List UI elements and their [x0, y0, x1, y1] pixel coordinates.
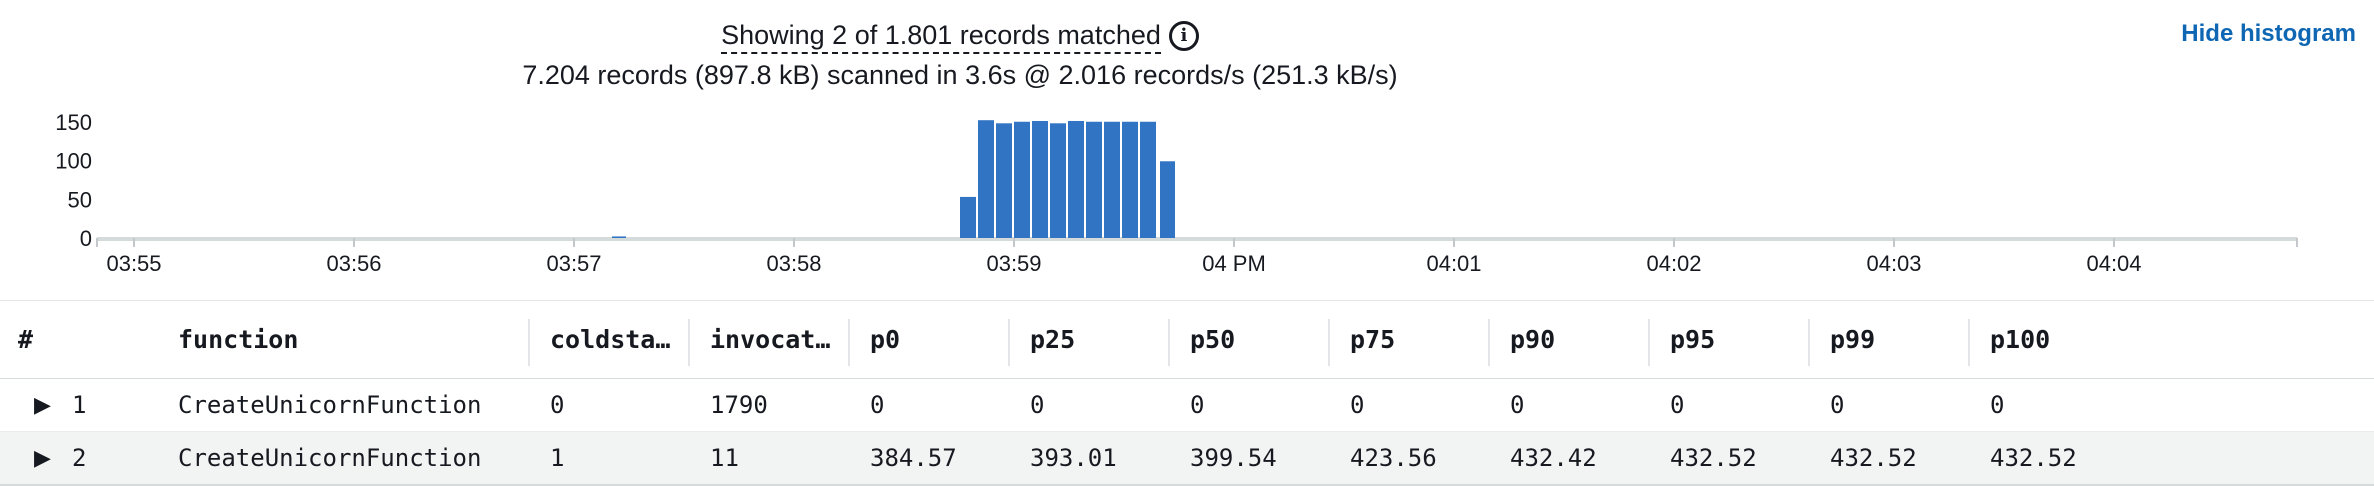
table-cell: 0 — [1670, 391, 1685, 419]
histogram-bar[interactable] — [1050, 123, 1066, 238]
histogram-bar[interactable] — [1160, 161, 1175, 238]
x-tick-label: 04:02 — [1646, 251, 1701, 276]
column-header[interactable]: # — [18, 325, 34, 354]
expand-row-icon[interactable]: ▶ — [34, 445, 51, 471]
y-tick-label: 50 — [68, 187, 92, 212]
y-tick-label: 100 — [55, 149, 92, 174]
x-tick-label: 03:56 — [326, 251, 381, 276]
x-tick-label: 03:57 — [546, 251, 601, 276]
table-row[interactable]: ▶ 1 CreateUnicornFunction 0 1790 0 0 0 0 0 0 0 0 — [0, 379, 2374, 432]
column-resizer[interactable] — [688, 319, 690, 366]
x-tick-label: 04:01 — [1426, 251, 1481, 276]
histogram-bar[interactable] — [1140, 121, 1156, 238]
column-resizer[interactable] — [1968, 319, 1970, 366]
results-table: # function coldsta… invocat… p0 p25 p50 p75 p90 p… — [0, 300, 2374, 486]
x-tick-label: 04:04 — [2086, 251, 2141, 276]
table-cell: 0 — [1990, 391, 2005, 419]
column-resizer[interactable] — [1168, 319, 1170, 366]
records-matched-text: Showing 2 of 1.801 records matched — [721, 18, 1161, 54]
table-header-row: # function coldsta… invocat… p0 p25 p50 p75 p90 p… — [0, 301, 2374, 379]
column-resizer[interactable] — [1008, 319, 1010, 366]
table-cell: 1 — [550, 444, 565, 472]
y-tick-label: 0 — [80, 226, 92, 251]
table-cell: 432.52 — [1670, 444, 1757, 472]
column-header[interactable]: p90 — [1510, 325, 1556, 354]
table-cell: 0 — [870, 391, 885, 419]
row-number: 2 — [72, 444, 87, 472]
table-cell: 0 — [1510, 391, 1525, 419]
histogram-bar[interactable] — [1122, 121, 1138, 238]
histogram-chart: 150 100 50 0 03:55 03:56 03:57 03:58 03:59 04 PM 0… — [55, 110, 2298, 276]
column-header[interactable]: p50 — [1190, 325, 1236, 354]
table-cell: CreateUnicornFunction — [178, 444, 482, 472]
column-header[interactable]: p99 — [1830, 325, 1876, 354]
row-number: 1 — [72, 391, 87, 419]
table-cell: 432.52 — [1990, 444, 2077, 472]
table-row[interactable]: ▶ 2 CreateUnicornFunction 1 11 384.57 393.01 39… — [0, 432, 2374, 486]
histogram-bar[interactable] — [612, 236, 626, 238]
column-resizer[interactable] — [1328, 319, 1330, 366]
table-cell: 11 — [710, 444, 739, 472]
histogram-bar[interactable] — [1086, 121, 1102, 238]
histogram-bar[interactable] — [1032, 120, 1048, 238]
column-resizer[interactable] — [528, 319, 530, 366]
x-tick-label: 03:55 — [106, 251, 161, 276]
histogram-bar[interactable] — [978, 120, 994, 238]
column-header[interactable]: p100 — [1990, 325, 2051, 354]
table-cell: 393.01 — [1030, 444, 1117, 472]
x-tick-label: 04 PM — [1202, 251, 1266, 276]
column-resizer[interactable] — [1648, 319, 1650, 366]
histogram-bar[interactable] — [1068, 120, 1084, 238]
table-cell: 399.54 — [1190, 444, 1277, 472]
histogram-bar[interactable] — [1104, 121, 1120, 238]
column-header[interactable]: p95 — [1670, 325, 1716, 354]
info-circle-icon[interactable]: i — [1168, 21, 1199, 51]
table-cell: 432.52 — [1830, 444, 1917, 472]
histogram-bar[interactable] — [960, 196, 976, 238]
column-header[interactable]: coldsta… — [550, 325, 671, 354]
x-tick-label: 04:03 — [1866, 251, 1921, 276]
x-tick-label: 03:59 — [986, 251, 1041, 276]
column-header[interactable]: function — [178, 325, 299, 354]
y-tick-label: 150 — [55, 110, 92, 135]
column-resizer[interactable] — [1808, 319, 1810, 366]
table-cell: 423.56 — [1350, 444, 1437, 472]
table-cell: CreateUnicornFunction — [178, 391, 482, 419]
query-summary: Showing 2 of 1.801 records matched i 7.2… — [0, 18, 1920, 96]
table-cell: 0 — [1350, 391, 1365, 419]
column-header[interactable]: p75 — [1350, 325, 1396, 354]
column-header[interactable]: p25 — [1030, 325, 1076, 354]
column-header[interactable]: invocat… — [710, 325, 831, 354]
table-cell: 384.57 — [870, 444, 957, 472]
table-cell: 0 — [1830, 391, 1845, 419]
table-cell: 0 — [1030, 391, 1045, 419]
hide-histogram-link[interactable]: Hide histogram — [2181, 20, 2356, 47]
histogram-bar[interactable] — [1014, 121, 1030, 238]
x-axis-line — [97, 237, 2297, 241]
table-cell: 1790 — [710, 391, 768, 419]
table-cell: 432.42 — [1510, 444, 1597, 472]
histogram-bar[interactable] — [996, 123, 1012, 238]
column-resizer[interactable] — [1488, 319, 1490, 366]
table-cell: 0 — [1190, 391, 1205, 419]
column-resizer[interactable] — [848, 319, 850, 366]
records-scanned-text: 7.204 records (897.8 kB) scanned in 3.6s… — [522, 60, 1398, 90]
table-cell: 0 — [550, 391, 565, 419]
x-tick-label: 03:58 — [766, 251, 821, 276]
column-header[interactable]: p0 — [870, 325, 901, 354]
expand-row-icon[interactable]: ▶ — [34, 392, 51, 418]
